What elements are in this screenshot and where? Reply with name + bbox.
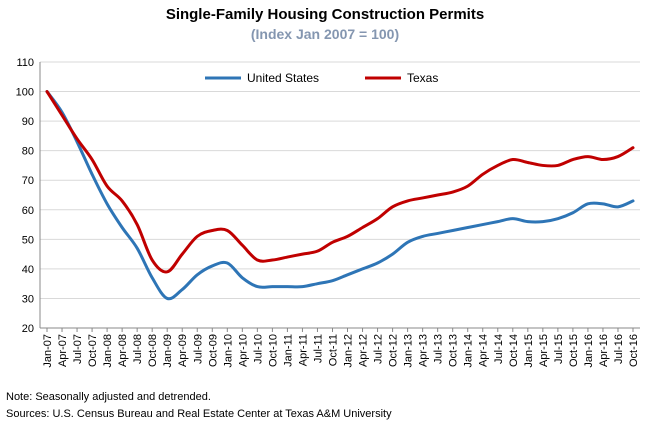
x-tick-label: Jan-13 — [403, 334, 415, 368]
x-tick-label: Apr-13 — [418, 334, 430, 367]
x-tick-label: Apr-09 — [177, 334, 189, 367]
y-tick-label: 90 — [22, 116, 34, 128]
x-tick-label: Jul-08 — [132, 334, 144, 364]
chart-note: Note: Seasonally adjusted and detrended. — [6, 391, 211, 403]
x-tick-label: Oct-15 — [568, 334, 580, 367]
x-tick-label: Jul-13 — [433, 334, 445, 364]
x-tick-label: Apr-14 — [478, 334, 490, 367]
legend-label: United States — [247, 71, 319, 85]
legend-label: Texas — [407, 71, 438, 85]
y-tick-label: 50 — [22, 234, 34, 246]
x-tick-label: Apr-12 — [358, 334, 370, 367]
x-tick-label: Jul-16 — [613, 334, 625, 364]
x-tick-label: Apr-07 — [57, 334, 69, 367]
series-line-united-states — [45, 90, 635, 301]
x-tick-label: Apr-15 — [538, 334, 550, 367]
y-tick-label: 70 — [22, 175, 34, 187]
legend: United States Texas — [205, 71, 438, 85]
gridlines — [40, 61, 640, 299]
y-tick-label: 100 — [16, 87, 34, 99]
x-tick-label: Jul-14 — [493, 334, 505, 364]
x-tick-label: Oct-14 — [508, 334, 520, 367]
x-tick-label: Apr-08 — [117, 334, 129, 367]
x-tick-label: Apr-16 — [598, 334, 610, 367]
chart-sources: Sources: U.S. Census Bureau and Real Est… — [6, 408, 392, 420]
chart-subtitle: (Index Jan 2007 = 100) — [250, 26, 400, 42]
x-tick-label: Oct-09 — [207, 334, 219, 367]
x-tick-label: Jul-15 — [553, 334, 565, 364]
x-tick-label: Jan-08 — [102, 334, 114, 368]
series-lines — [45, 90, 635, 301]
x-tick-label: Jan-14 — [463, 334, 475, 368]
x-tick-label: Jul-10 — [252, 334, 264, 364]
x-tick-label: Oct-12 — [388, 334, 400, 367]
y-tick-label: 30 — [22, 293, 34, 305]
x-tick-label: Oct-16 — [628, 334, 640, 367]
y-tick-label: 110 — [16, 57, 34, 69]
x-tick-label: Jan-10 — [222, 334, 234, 368]
x-tick-label: Apr-11 — [297, 334, 309, 366]
y-tick-label: 40 — [22, 264, 34, 276]
x-tick-label: Jan-15 — [523, 334, 535, 368]
x-tick-label: Apr-10 — [237, 334, 249, 367]
y-tick-label: 20 — [22, 323, 34, 335]
x-tick-label: Oct-07 — [87, 334, 99, 367]
x-tick-label: Jul-09 — [192, 334, 204, 364]
x-tick-label: Oct-10 — [267, 334, 279, 367]
x-tick-label: Oct-11 — [327, 334, 339, 366]
y-tick-label: 60 — [22, 205, 34, 217]
x-tick-label: Jan-16 — [583, 334, 595, 368]
x-tick-label: Jul-11 — [312, 334, 324, 363]
y-axis: 20 30 40 50 60 70 80 90 100 110 — [16, 57, 41, 335]
x-tick-label: Jan-12 — [343, 334, 355, 368]
x-tick-label: Oct-08 — [147, 334, 159, 367]
x-tick-label: Oct-13 — [448, 334, 460, 367]
chart-title: Single-Family Housing Construction Permi… — [165, 6, 485, 23]
y-tick-label: 80 — [22, 146, 34, 158]
x-tick-label: Jan-07 — [42, 334, 54, 368]
x-tick-label: Jul-07 — [72, 334, 84, 364]
x-axis: Jan-07 Apr-07 Jul-07 Oct-07 Jan-08 Apr-08 Jul-… — [40, 327, 640, 368]
x-tick-label: Jul-12 — [373, 334, 385, 364]
x-tick-label: Jan-11 — [282, 334, 294, 367]
series-line-texas — [45, 90, 635, 274]
x-tick-label: Jan-09 — [162, 334, 174, 368]
